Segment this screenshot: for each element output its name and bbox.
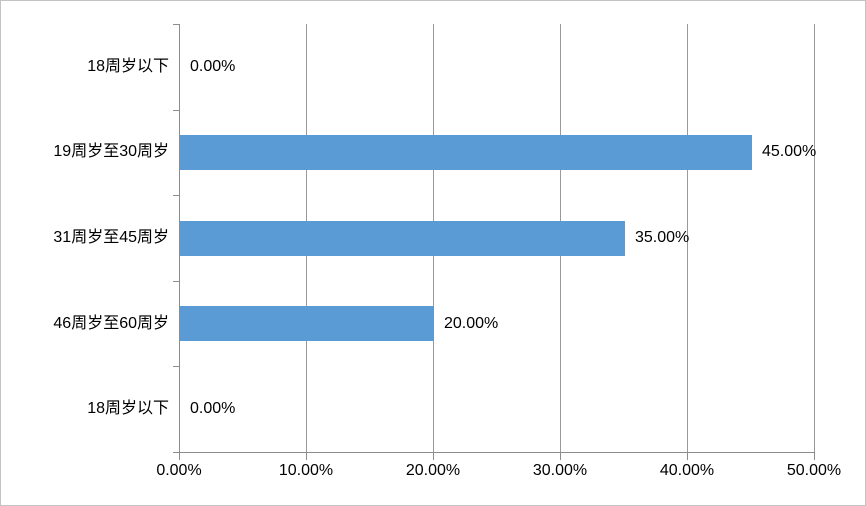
category-label: 18周岁以下: [87, 400, 169, 417]
x-tick-label: 30.00%: [532, 462, 588, 479]
y-axis-tick: [173, 366, 179, 367]
y-axis-line: [179, 24, 180, 452]
data-label: 0.00%: [190, 58, 236, 75]
x-tick-label: 0.00%: [156, 462, 202, 479]
x-tick-label: 10.00%: [278, 462, 334, 479]
category-label: 46周岁至60周岁: [53, 315, 169, 332]
x-tick-label: 40.00%: [659, 462, 715, 479]
x-axis-tick: [560, 453, 561, 460]
x-axis-tick: [814, 453, 815, 460]
x-tick-label: 50.00%: [786, 462, 842, 479]
category-label: 31周岁至45周岁: [53, 229, 169, 246]
y-axis-tick: [173, 195, 179, 196]
category-label: 18周岁以下: [87, 58, 169, 75]
x-axis-tick: [306, 453, 307, 460]
data-label: 20.00%: [444, 315, 499, 332]
x-axis-tick: [687, 453, 688, 460]
x-tick-label: 20.00%: [405, 462, 461, 479]
category-label: 19周岁至30周岁: [53, 143, 169, 160]
bar: [180, 306, 434, 341]
gridline: [814, 24, 815, 452]
data-label: 35.00%: [635, 229, 690, 246]
bar: [180, 221, 625, 256]
x-axis-line: [173, 452, 815, 453]
y-axis-tick: [173, 24, 179, 25]
x-axis-tick: [179, 453, 180, 460]
data-label: 45.00%: [762, 143, 817, 160]
y-axis-tick: [173, 281, 179, 282]
bar: [180, 135, 752, 170]
data-label: 0.00%: [190, 400, 236, 417]
x-axis-tick: [433, 453, 434, 460]
gridline: [687, 24, 688, 452]
y-axis-tick: [173, 110, 179, 111]
